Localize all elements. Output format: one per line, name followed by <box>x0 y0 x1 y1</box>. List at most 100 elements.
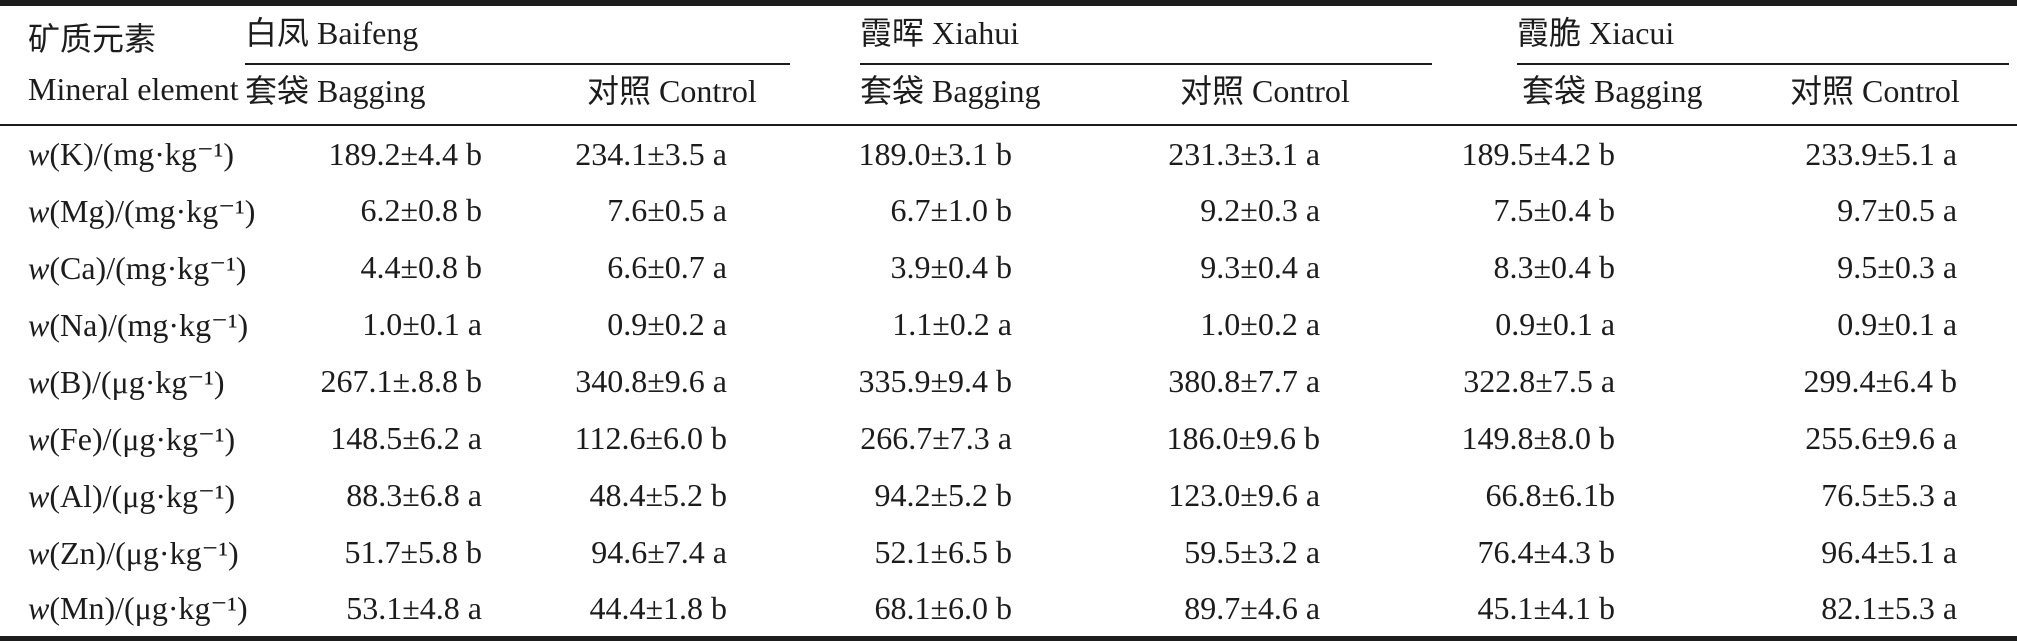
cell-baifeng-control: 6.6±0.7 a <box>607 249 727 285</box>
cell-xiacui-control: 255.6±9.6 a <box>1805 420 1958 456</box>
cell-baifeng-bagging: 53.1±4.8 a <box>346 589 482 626</box>
row-label: w(Mg)/(mg·kg⁻¹) <box>0 182 255 239</box>
cell-xiacui-bagging: 7.5±0.4 b <box>1493 192 1616 228</box>
table-row: w(Zn)/(μg·kg⁻¹) 51.7±5.8 b 94.6±7.4 a 52… <box>0 524 2017 581</box>
cell-xiahui-bagging: 335.9±9.4 b <box>858 363 1012 399</box>
quantity-symbol: w <box>28 306 50 343</box>
cell-baifeng-control: 112.6±6.0 b <box>574 420 727 456</box>
row-label-unit: (Mg)/(mg·kg⁻¹) <box>49 192 256 229</box>
row-label-unit: (Zn)/(μg·kg⁻¹) <box>49 534 239 571</box>
subheader-xiahui-control: 对照 Control <box>1140 65 1433 126</box>
cell-xiacui-bagging: 322.8±7.5 a <box>1463 363 1616 399</box>
quantity-symbol: w <box>28 534 50 571</box>
table-row: w(K)/(mg·kg⁻¹) 189.2±4.4 b 234.1±3.5 a 1… <box>0 125 2017 182</box>
cell-baifeng-control: 340.8±9.6 a <box>575 363 727 399</box>
row-label: w(Al)/(μg·kg⁻¹) <box>0 467 245 524</box>
cell-xiacui-control: 9.7±0.5 a <box>1837 192 1958 228</box>
table-row: w(Mg)/(mg·kg⁻¹) 6.2±0.8 b 7.6±0.5 a 6.7±… <box>0 182 2017 239</box>
cell-xiahui-bagging: 6.7±1.0 b <box>890 192 1012 228</box>
sub-header-row: 套袋 Bagging 对照 Control 套袋 Bagging 对照 Cont… <box>0 65 2017 126</box>
cell-baifeng-bagging: 88.3±6.8 a <box>346 477 482 513</box>
cell-xiahui-bagging: 266.7±7.3 a <box>860 420 1012 456</box>
row-label-unit: (Mn)/(μg·kg⁻¹) <box>49 590 248 627</box>
cell-baifeng-control: 44.4±1.8 b <box>589 589 727 626</box>
table-row: w(Mn)/(μg·kg⁻¹) 53.1±4.8 a 44.4±1.8 b 68… <box>0 581 2017 638</box>
row-label-unit: (Fe)/(μg·kg⁻¹) <box>49 420 236 457</box>
group-name-xiahui: 霞晖 Xiahui <box>860 8 1433 65</box>
quantity-symbol: w <box>28 420 50 457</box>
quantity-symbol: w <box>28 249 50 286</box>
cell-xiahui-bagging: 1.1±0.2 a <box>892 306 1012 342</box>
subheader-xiacui-control: 对照 Control <box>1715 65 2017 126</box>
cell-xiacui-bagging: 0.9±0.1 a <box>1495 306 1616 342</box>
cell-xiacui-bagging: 66.8±6.1b <box>1485 477 1616 513</box>
cell-baifeng-control: 48.4±5.2 b <box>589 477 727 513</box>
cell-baifeng-control: 0.9±0.2 a <box>607 306 727 342</box>
row-label: w(Ca)/(mg·kg⁻¹) <box>0 239 246 296</box>
cell-xiacui-bagging: 149.8±8.0 b <box>1461 420 1616 456</box>
row-label-unit: (Na)/(mg·kg⁻¹) <box>49 306 249 343</box>
quantity-symbol: w <box>28 192 50 229</box>
cell-xiahui-bagging: 94.2±5.2 b <box>874 477 1012 513</box>
cell-xiacui-control: 233.9±5.1 a <box>1805 135 1958 172</box>
row-label-unit: (Al)/(μg·kg⁻¹) <box>49 477 236 514</box>
quantity-symbol: w <box>28 477 50 514</box>
cell-xiacui-bagging: 76.4±4.3 b <box>1477 534 1616 570</box>
subheader-baifeng-bagging: 套袋 Bagging <box>245 65 527 126</box>
cell-xiahui-bagging: 52.1±6.5 b <box>874 534 1012 570</box>
cell-xiahui-control: 1.0±0.2 a <box>1200 306 1321 342</box>
cell-baifeng-bagging: 6.2±0.8 b <box>360 192 482 228</box>
row-label: w(K)/(mg·kg⁻¹) <box>0 125 245 182</box>
group-header-row: 矿质元素 Mineral element 白凤 Baifeng 霞晖 Xiahu… <box>0 3 2017 126</box>
cell-xiacui-control: 299.4±6.4 b <box>1803 363 1958 399</box>
cell-xiacui-control: 76.5±5.3 a <box>1821 477 1958 513</box>
subheader-xiacui-bagging: 套袋 Bagging <box>1432 65 1716 126</box>
row-header-zh: 矿质元素 <box>28 21 157 58</box>
cell-xiacui-control: 9.5±0.3 a <box>1837 249 1958 285</box>
cell-baifeng-control: 234.1±3.5 a <box>575 135 727 172</box>
row-label: w(Zn)/(μg·kg⁻¹) <box>0 524 245 581</box>
cell-xiahui-bagging: 3.9±0.4 b <box>890 249 1012 285</box>
cell-xiahui-control: 9.2±0.3 a <box>1200 192 1321 228</box>
cell-xiacui-bagging: 45.1±4.1 b <box>1477 589 1616 626</box>
subheader-xiahui-bagging: 套袋 Bagging <box>835 65 1140 126</box>
quantity-symbol: w <box>28 363 50 400</box>
row-label: w(Fe)/(μg·kg⁻¹) <box>0 410 245 467</box>
cell-xiacui-control: 96.4±5.1 a <box>1821 534 1958 570</box>
cell-baifeng-control: 7.6±0.5 a <box>607 192 727 228</box>
cell-xiahui-control: 9.3±0.4 a <box>1200 249 1321 285</box>
quantity-symbol: w <box>28 590 50 627</box>
cell-baifeng-bagging: 51.7±5.8 b <box>344 534 482 570</box>
subheader-baifeng-control: 对照 Control <box>527 65 835 126</box>
cell-xiahui-control: 186.0±9.6 b <box>1166 420 1321 456</box>
table-body: w(K)/(mg·kg⁻¹) 189.2±4.4 b 234.1±3.5 a 1… <box>0 125 2017 638</box>
table-row: w(Fe)/(μg·kg⁻¹) 148.5±6.2 a 112.6±6.0 b … <box>0 410 2017 467</box>
cell-xiahui-bagging: 68.1±6.0 b <box>874 589 1012 626</box>
row-header-en: Mineral element <box>28 71 239 107</box>
cell-xiahui-control: 89.7±4.6 a <box>1184 589 1321 626</box>
table-row: w(Ca)/(mg·kg⁻¹) 4.4±0.8 b 6.6±0.7 a 3.9±… <box>0 239 2017 296</box>
cell-xiahui-control: 59.5±3.2 a <box>1184 534 1321 570</box>
table-row: w(Na)/(mg·kg⁻¹) 1.0±0.1 a 0.9±0.2 a 1.1±… <box>0 296 2017 353</box>
cell-baifeng-bagging: 148.5±6.2 a <box>330 420 482 456</box>
row-label: w(B)/(μg·kg⁻¹) <box>0 353 245 410</box>
row-label-unit: (B)/(μg·kg⁻¹) <box>49 363 225 400</box>
table-row: w(B)/(μg·kg⁻¹) 267.1±.8.8 b 340.8±9.6 a … <box>0 353 2017 410</box>
cell-xiacui-control: 82.1±5.3 a <box>1821 589 1958 626</box>
cell-baifeng-bagging: 189.2±4.4 b <box>328 135 482 172</box>
group-header-xiacui: 霞脆 Xiacui <box>1432 3 2017 65</box>
cell-baifeng-bagging: 267.1±.8.8 b <box>320 363 482 399</box>
cell-xiahui-control: 231.3±3.1 a <box>1168 135 1321 172</box>
group-name-xiacui: 霞脆 Xiacui <box>1517 8 2010 65</box>
quantity-symbol: w <box>28 136 50 172</box>
cell-xiahui-bagging: 189.0±3.1 b <box>858 135 1012 172</box>
cell-xiacui-control: 0.9±0.1 a <box>1837 306 1958 342</box>
row-header-cell: 矿质元素 Mineral element <box>0 3 245 126</box>
row-label-unit: (K)/(mg·kg⁻¹) <box>49 136 234 172</box>
cell-xiahui-control: 123.0±9.6 a <box>1168 477 1321 513</box>
cell-baifeng-control: 94.6±7.4 a <box>591 534 727 570</box>
cell-baifeng-bagging: 4.4±0.8 b <box>360 249 482 285</box>
group-name-baifeng: 白凤 Baifeng <box>245 8 790 65</box>
